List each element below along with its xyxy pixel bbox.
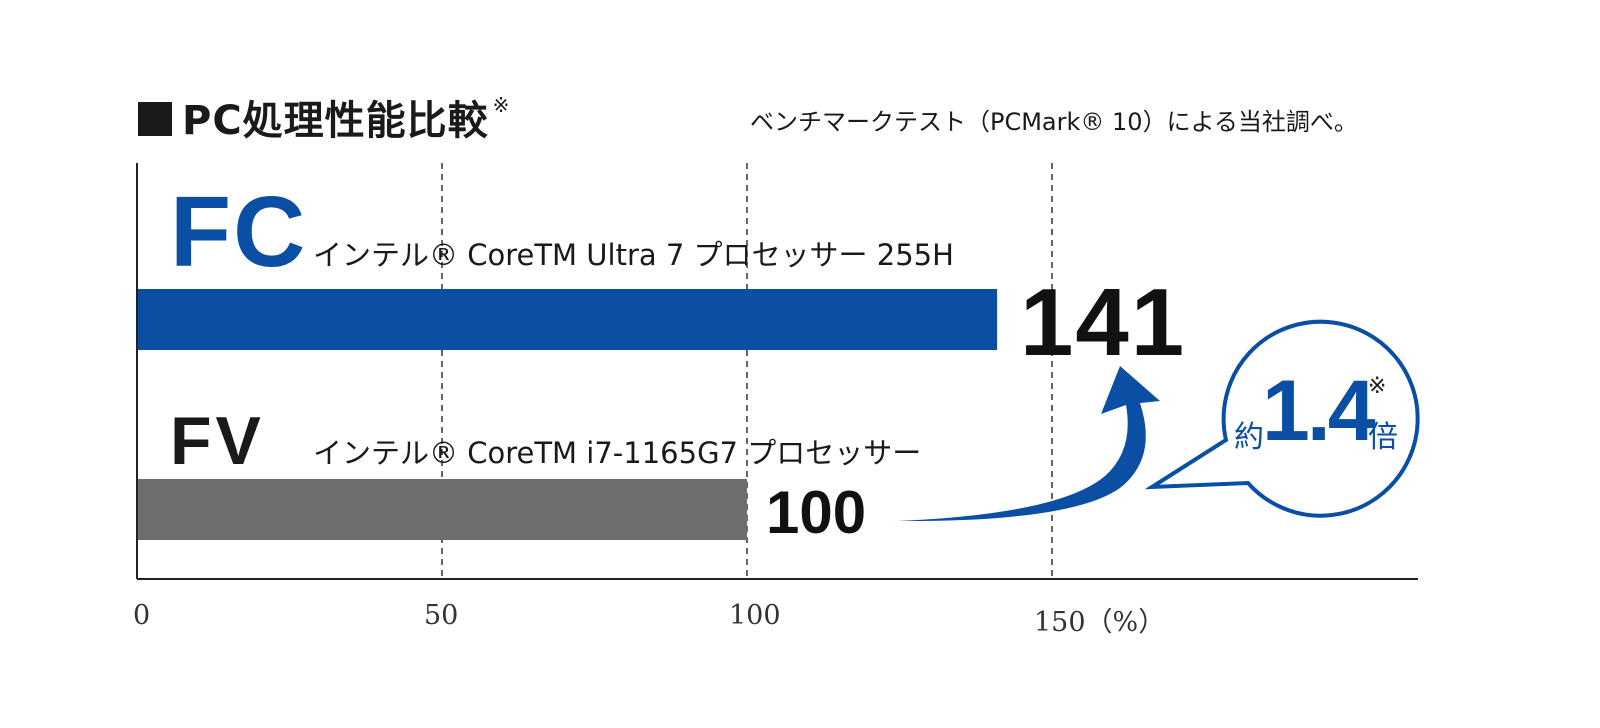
- growth-arrow-icon: [898, 366, 1160, 522]
- ratio-note-mark: ※: [1368, 374, 1387, 399]
- ratio-value: 1.4: [1262, 363, 1376, 459]
- x-tick-label: 100: [729, 600, 781, 631]
- category-label-fv: FV: [170, 403, 265, 479]
- chart-title: PC処理性能比較 ※: [138, 88, 510, 146]
- ratio-suffix: 倍: [1368, 420, 1398, 455]
- cpu-label-fv: インテル® CoreTM i7-1165G7 プロセッサー: [313, 436, 922, 470]
- bar-fv: [137, 479, 747, 540]
- ratio-prefix: 約: [1234, 420, 1264, 455]
- category-label-fc: FC: [170, 176, 308, 288]
- ratio-annotation: 約 1.4 ※ 倍: [1232, 362, 1412, 472]
- speech-bubble: [1144, 319, 1420, 518]
- value-label-fv: 100: [766, 479, 867, 546]
- cpu-label-fc: インテル® CoreTM Ultra 7 プロセッサー 255H: [313, 238, 954, 272]
- x-tick-label: 0: [133, 600, 151, 631]
- x-tick-label: 150（%）: [1034, 607, 1166, 638]
- title-square-icon: [138, 102, 172, 136]
- value-label-fc: 141: [1020, 269, 1187, 376]
- title-note-mark: ※: [492, 93, 511, 117]
- bar-fc: [137, 289, 998, 350]
- x-tick-label: 50: [424, 600, 459, 631]
- benchmark-note: ベンチマークテスト（PCMark® 10）による当社調べ。: [750, 108, 1358, 136]
- title-text: PC処理性能比較: [182, 98, 489, 144]
